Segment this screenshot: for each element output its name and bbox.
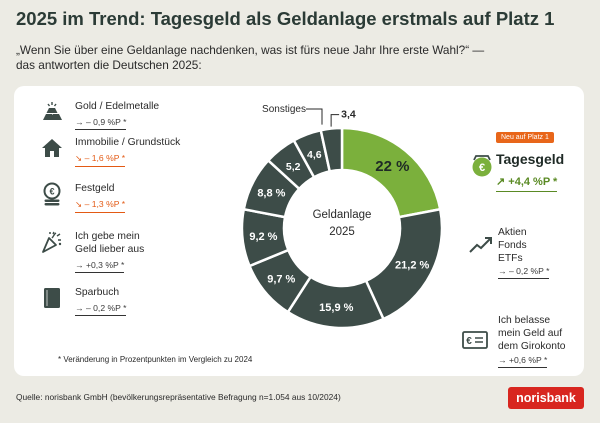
center-label-line-1: Geldanlage <box>313 209 372 221</box>
slice-value-label-6: 5,2 <box>286 161 301 173</box>
slice-value-label-7: 4,6 <box>307 149 322 161</box>
coin-stack-icon: € <box>43 182 61 206</box>
house-icon <box>42 139 62 157</box>
new-rank-badge: Neu auf Platz 1 <box>496 132 554 143</box>
legend-change: ↘ – 1,6 %P * <box>75 153 126 167</box>
slice-value-label-0: 22 % <box>375 158 409 175</box>
subtitle: „Wenn Sie über eine Geldanlage nachdenke… <box>16 43 484 73</box>
legend-label-girokonto: Ich belasse mein Geld auf dem Girokonto <box>498 314 566 353</box>
legend-label-line-3: dem Girokonto <box>498 341 566 352</box>
legend-label: Sparbuch <box>75 287 120 298</box>
banknote-euro-icon: € <box>462 331 488 349</box>
legend-label-line-2: mein Geld auf <box>498 328 563 339</box>
slice-value-label-2: 15,9 % <box>319 302 353 314</box>
slice-value-label-3: 9,7 % <box>267 274 295 286</box>
legend-label-line-1: Ich gebe mein <box>75 231 140 242</box>
svg-text:€: € <box>49 187 54 197</box>
subtitle-line-1: „Wenn Sie über eine Geldanlage nachdenke… <box>16 43 485 57</box>
legend-label: Festgeld <box>75 183 115 194</box>
gold-bars-icon <box>43 102 62 120</box>
slice-value-label-8: 3,4 <box>341 109 356 121</box>
highlight-label: Tagesgeld <box>496 151 565 167</box>
wallet-euro-icon: € <box>472 155 492 177</box>
donut-slice-8 <box>319 126 344 173</box>
source-note: Quelle: norisbank GmbH (bevölkerungsrepr… <box>16 392 341 402</box>
sonstiges-leader-line <box>306 108 323 125</box>
legend-change-aktien: → – 0,2 %P * <box>498 266 550 279</box>
leader-lines <box>306 108 340 127</box>
donut-slices <box>240 126 444 330</box>
legend-label-line-2: Geld lieber aus <box>75 244 145 255</box>
center-label-line-2: 2025 <box>329 226 355 238</box>
savings-book-icon <box>44 288 60 308</box>
legend-label-line-1: Ich belasse <box>498 315 551 326</box>
slice-value-label-5: 8,8 % <box>257 188 285 200</box>
legend-label: Gold / Edelmetalle <box>75 101 160 112</box>
donut-chart: 22 % 21,2 % 15,9 % 9,7 % 9,2 % 8,8 % 5,2 4,6 3,4… <box>240 104 444 330</box>
legend-change-girokonto: → +0,6 %P * <box>498 355 548 368</box>
legend-label: Immobilie / Grundstück <box>75 137 181 148</box>
slice-value-label-4: 9,2 % <box>249 231 277 243</box>
legend-label-line-1: Aktien <box>498 227 527 238</box>
legend-change: → – 0,9 %P * <box>75 117 127 130</box>
party-popper-icon <box>42 231 62 253</box>
brand-logo: norisbank <box>508 387 584 409</box>
chart-card: 22 % 21,2 % 15,9 % 9,7 % 9,2 % 8,8 % 5,2 4,6 3,4… <box>14 86 584 376</box>
legend-change: → +0,3 %P * <box>75 260 125 273</box>
page-title: 2025 im Trend: Tagesgeld als Geldanlage … <box>16 8 555 29</box>
slice-labels: 22 % 21,2 % 15,9 % 9,7 % 9,2 % 8,8 % 5,2 4,6 3,4 <box>249 109 429 314</box>
svg-text:€: € <box>466 336 472 347</box>
trend-up-icon <box>469 237 492 253</box>
subtitle-line-2: das antworten die Deutschen 2025: <box>16 58 202 72</box>
legend-label-aktien: Aktien Fonds ETFs <box>498 226 527 265</box>
sonstiges-label: Sonstiges <box>262 104 306 115</box>
leader-line-8 <box>330 114 340 127</box>
legend-change: → – 0,2 %P * <box>75 303 127 316</box>
svg-text:€: € <box>479 162 485 174</box>
slice-value-label-1: 21,2 % <box>395 259 429 271</box>
footnote: * Veränderung in Prozentpunkten im Vergl… <box>58 355 253 364</box>
highlight-change: ↗ +4,4 %P * <box>496 175 558 192</box>
legend-label: Ich gebe mein Geld lieber aus <box>75 230 144 256</box>
legend-label-line-2: Fonds <box>498 240 527 251</box>
legend-label-line-3: ETFs <box>498 253 523 264</box>
legend-change: ↘ – 1,3 %P * <box>75 199 126 213</box>
